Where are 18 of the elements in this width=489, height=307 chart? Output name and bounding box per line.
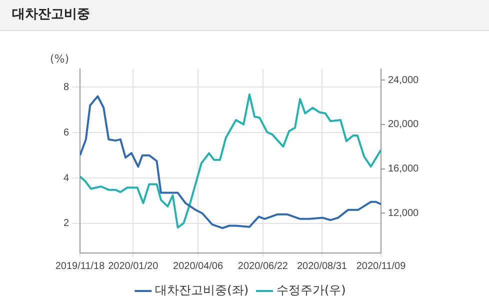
x-tick-label: 2020/06/22 [238,260,288,272]
y-tick-label: 6 [63,127,70,138]
legend-label: 대차잔고비중(좌) [155,283,249,298]
y-tick-label: 8 [63,82,70,93]
x-tick-label: 2020/01/20 [108,260,159,272]
x-tick-label: 2019/11/18 [55,260,106,272]
x-tick-label: 2020/04/06 [173,260,224,272]
x-tick-label: 2020/08/31 [296,260,348,272]
y2-tick-label: 16,000 [388,164,420,175]
x-tick-label: 2020/11/09 [356,260,406,272]
y-tick-label: 4 [63,172,70,184]
y2-tick-label: 20,000 [388,119,420,130]
legend-label: 수정주가(우) [276,283,346,298]
y2-tick-label: 24,000 [388,74,420,86]
chart-title: 대차잔고비중 [0,0,489,31]
y-axis-title: (%) [50,52,70,66]
y-tick-label: 2 [63,218,70,230]
y2-tick-label: 12,000 [388,208,420,219]
